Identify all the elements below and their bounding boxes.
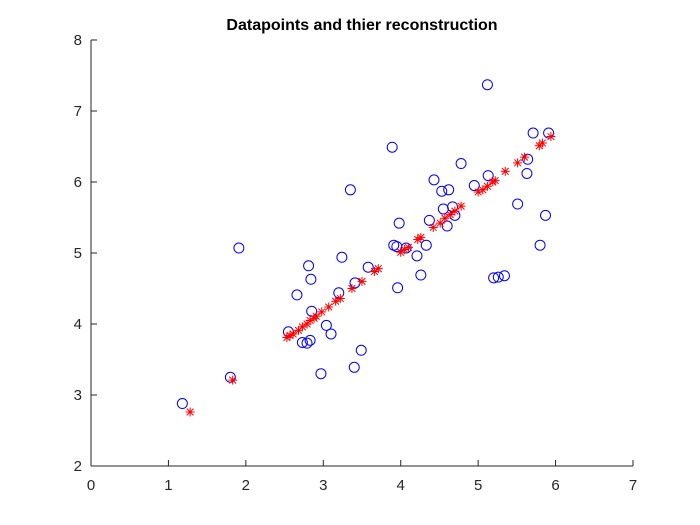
reconstruction-marker	[297, 322, 307, 332]
datapoint-marker	[512, 198, 524, 210]
datapoint-marker	[492, 271, 504, 283]
x-tick-label: 2	[242, 477, 250, 494]
datapoint-marker	[443, 184, 455, 196]
y-tick-label: 3	[74, 387, 82, 404]
datapoint-marker	[521, 167, 533, 179]
y-tick-label: 5	[74, 245, 82, 262]
reconstruction-marker	[478, 185, 488, 195]
datapoint-marker	[415, 269, 427, 281]
reconstruction-marker	[185, 407, 195, 417]
y-tick-label: 6	[74, 174, 82, 191]
reconstruction-marker	[400, 244, 410, 254]
reconstruction-marker	[311, 311, 321, 321]
reconstruction-marker	[305, 315, 315, 325]
datapoint-marker	[386, 141, 398, 153]
datapoint-marker	[305, 273, 317, 285]
reconstruction-marker	[228, 375, 238, 385]
datapoint-marker	[543, 127, 555, 139]
datapoint-marker	[296, 336, 308, 348]
reconstruction-marker	[435, 218, 445, 228]
datapoint-marker	[325, 328, 337, 340]
datapoint-marker	[428, 174, 440, 186]
x-tick-label: 4	[397, 477, 405, 494]
reconstruction-marker	[369, 266, 379, 276]
datapoint-marker	[291, 289, 303, 301]
y-tick-label: 4	[74, 316, 82, 333]
reconstruction-marker	[347, 284, 357, 293]
datapoint-marker	[392, 282, 404, 294]
datapoint-marker	[488, 272, 500, 284]
y-tick-label: 8	[74, 32, 82, 49]
reconstruction-marker	[456, 201, 466, 211]
reconstruction-marker	[357, 276, 367, 286]
reconstruction-marker	[537, 138, 547, 148]
datapoint-marker	[455, 158, 467, 170]
datapoint-marker	[355, 344, 367, 356]
datapoint-marker	[481, 79, 493, 91]
y-tick-label: 2	[74, 458, 82, 475]
reconstruction-marker	[288, 329, 298, 339]
datapoint-marker	[348, 361, 360, 373]
datapoint-marker	[423, 214, 435, 226]
datapoint-marker	[315, 368, 327, 380]
datapoint-marker	[304, 334, 316, 346]
reconstruction-marker	[335, 293, 345, 303]
datapoint-marker	[393, 217, 405, 229]
reconstruction-marker	[416, 232, 426, 242]
datapoint-marker	[437, 203, 449, 215]
datapoint-marker	[468, 180, 480, 192]
x-tick-label: 7	[629, 477, 637, 494]
y-tick-label: 7	[74, 103, 82, 120]
datapoint-marker	[320, 319, 332, 331]
reconstruction-marker	[482, 181, 492, 191]
reconstruction-marker	[413, 235, 423, 245]
datapoint-marker	[482, 170, 494, 182]
reconstruction-marker	[373, 264, 383, 274]
datapoint-marker	[336, 251, 348, 263]
reconstruction-marker	[513, 158, 523, 168]
x-tick-label: 0	[87, 477, 95, 494]
datapoint-marker	[534, 239, 546, 251]
reconstruction-marker	[317, 307, 327, 317]
x-tick-label: 6	[551, 477, 559, 494]
reconstruction-marker	[282, 332, 292, 342]
reconstruction-marker	[440, 213, 450, 223]
datapoint-marker	[436, 185, 448, 197]
datapoint-marker	[411, 250, 423, 262]
datapoint-marker	[176, 398, 188, 410]
datapoint-marker	[540, 209, 552, 221]
reconstruction-marker	[500, 166, 510, 176]
datapoint-marker	[362, 261, 374, 273]
datapoint-marker	[301, 337, 313, 349]
reconstruction-marker	[488, 177, 498, 187]
chart-title: Datapoints and thier reconstruction	[226, 17, 497, 34]
reconstruction-marker	[473, 187, 483, 197]
reconstruction-marker	[396, 247, 406, 257]
x-tick-label: 1	[164, 477, 172, 494]
reconstruction-marker	[428, 222, 438, 232]
datapoint-marker	[233, 242, 245, 254]
reconstruction-marker	[331, 296, 341, 306]
reconstruction-marker	[324, 302, 334, 312]
reconstruction-series	[185, 132, 556, 417]
reconstruction-marker	[445, 210, 455, 220]
reconstruction-marker	[450, 206, 460, 216]
datapoint-marker	[344, 184, 356, 196]
datapoint-marker	[420, 239, 432, 251]
reconstruction-marker	[285, 330, 295, 340]
datapoint-marker	[527, 127, 539, 139]
reconstruction-marker	[520, 152, 530, 162]
axes: 0 1 2 3 4 5 6 7 2 3 4 5 6 7 8	[74, 32, 638, 494]
reconstruction-marker	[403, 242, 413, 252]
x-tick-label: 5	[474, 477, 482, 494]
x-tick-label: 3	[319, 477, 327, 494]
datapoint-series	[176, 79, 555, 410]
reconstruction-marker	[546, 132, 556, 142]
reconstruction-marker	[490, 176, 500, 186]
datapoint-marker	[303, 260, 315, 272]
reconstruction-marker	[294, 325, 304, 335]
datapoint-marker	[498, 270, 510, 282]
